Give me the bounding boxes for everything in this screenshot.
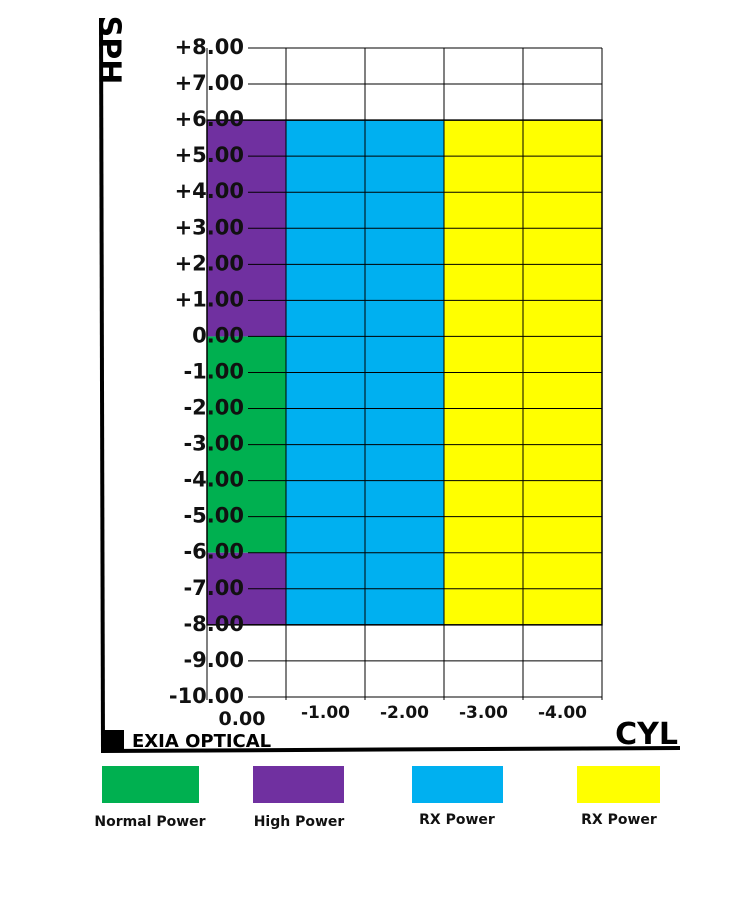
brand: EXIA OPTICAL bbox=[102, 730, 271, 752]
y-tick-label: -2.00 bbox=[183, 396, 244, 420]
legend-swatch-rx-power-2 bbox=[412, 766, 503, 803]
legend-label-high-power-1: High Power bbox=[254, 814, 345, 830]
y-axis-title: SPH bbox=[92, 16, 127, 85]
y-tick-label: -1.00 bbox=[183, 359, 244, 383]
brand-label: EXIA OPTICAL bbox=[132, 731, 271, 752]
x-tick-label: -2.00 bbox=[380, 703, 429, 723]
y-tick-label: -5.00 bbox=[183, 504, 244, 528]
x-tick-label: -3.00 bbox=[459, 703, 508, 723]
y-tick-label: +6.00 bbox=[175, 107, 244, 131]
chart-grid bbox=[206, 47, 603, 700]
region-outline bbox=[206, 119, 603, 626]
brand-logo-square bbox=[102, 730, 124, 752]
y-tick-label: -7.00 bbox=[183, 576, 244, 600]
y-tick-label: +4.00 bbox=[175, 179, 244, 203]
y-tick-label: -8.00 bbox=[183, 612, 244, 636]
y-tick-label: +1.00 bbox=[175, 287, 244, 311]
x-tick-label: 0.00 bbox=[219, 708, 266, 730]
legend-swatch-high-power-1 bbox=[253, 766, 344, 803]
y-tick-label: 0.00 bbox=[192, 323, 244, 347]
legend-swatch-rx-power-3 bbox=[577, 766, 660, 803]
y-tick-label: +3.00 bbox=[175, 215, 244, 239]
y-tick-label: -6.00 bbox=[183, 540, 244, 564]
y-tick-label: -10.00 bbox=[169, 684, 244, 708]
x-axis-line bbox=[100, 746, 681, 753]
y-tick-label: +7.00 bbox=[175, 71, 244, 95]
y-tick-label: -3.00 bbox=[183, 432, 244, 456]
legend-label-normal-power-0: Normal Power bbox=[94, 814, 205, 830]
y-tick-labels: +8.00 +7.00 +6.00 +5.00 +4.00 +3.00 +2.00 +1.00… bbox=[169, 35, 244, 708]
x-tick-label: -4.00 bbox=[538, 703, 587, 723]
legend-swatch-normal-power-0 bbox=[102, 766, 199, 803]
y-tick-label: +5.00 bbox=[175, 143, 244, 167]
y-tick-label: -9.00 bbox=[183, 648, 244, 672]
legend-label-rx-power-3: RX Power bbox=[581, 812, 657, 828]
x-tick-label: -1.00 bbox=[301, 703, 350, 723]
x-axis-title: CYL bbox=[615, 717, 678, 752]
y-tick-label: +8.00 bbox=[175, 35, 244, 59]
axes bbox=[99, 17, 681, 753]
y-tick-label: -4.00 bbox=[183, 468, 244, 492]
legend-label-rx-power-2: RX Power bbox=[419, 812, 495, 828]
x-tick-labels: 0.00 -1.00 -2.00 -3.00 -4.00 bbox=[219, 703, 588, 730]
y-axis-line bbox=[99, 17, 105, 753]
y-tick-label: +2.00 bbox=[175, 251, 244, 275]
legend: Normal Power High Power RX Power RX Power bbox=[94, 766, 660, 830]
